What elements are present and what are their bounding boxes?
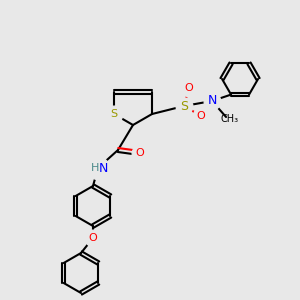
Text: S: S bbox=[180, 100, 188, 112]
Text: CH₃: CH₃ bbox=[221, 114, 239, 124]
Text: O: O bbox=[88, 233, 98, 243]
Text: S: S bbox=[110, 109, 118, 119]
Text: O: O bbox=[185, 83, 194, 93]
Text: N: N bbox=[207, 94, 217, 107]
Text: H: H bbox=[91, 163, 99, 173]
Text: N: N bbox=[98, 161, 108, 175]
Text: O: O bbox=[197, 111, 206, 121]
Text: O: O bbox=[136, 148, 144, 158]
